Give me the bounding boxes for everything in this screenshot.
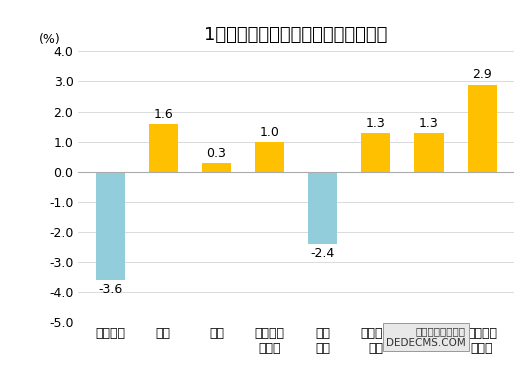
Bar (149, 124, 178, 172)
Text: 1.3: 1.3 (366, 116, 386, 130)
Bar (96, 172, 125, 280)
Text: -2.4: -2.4 (311, 247, 335, 260)
Text: -3.6: -3.6 (98, 283, 122, 296)
Bar (414, 133, 444, 172)
Text: 织梦内容管理系统
DEDECMS.COM: 织梦内容管理系统 DEDECMS.COM (386, 326, 466, 348)
Text: 0.3: 0.3 (206, 147, 226, 160)
Bar (468, 85, 497, 172)
Bar (361, 133, 390, 172)
Bar (308, 172, 338, 244)
Bar (202, 163, 231, 172)
Text: (%): (%) (39, 33, 61, 46)
Text: 2.9: 2.9 (472, 68, 492, 82)
Title: 1月份居民消费价格分类别同比涨跌幅: 1月份居民消费价格分类别同比涨跌幅 (205, 26, 388, 44)
Text: 1.3: 1.3 (419, 116, 439, 130)
Text: 1.0: 1.0 (260, 125, 279, 139)
Bar (255, 142, 284, 172)
Text: 1.6: 1.6 (153, 108, 173, 121)
